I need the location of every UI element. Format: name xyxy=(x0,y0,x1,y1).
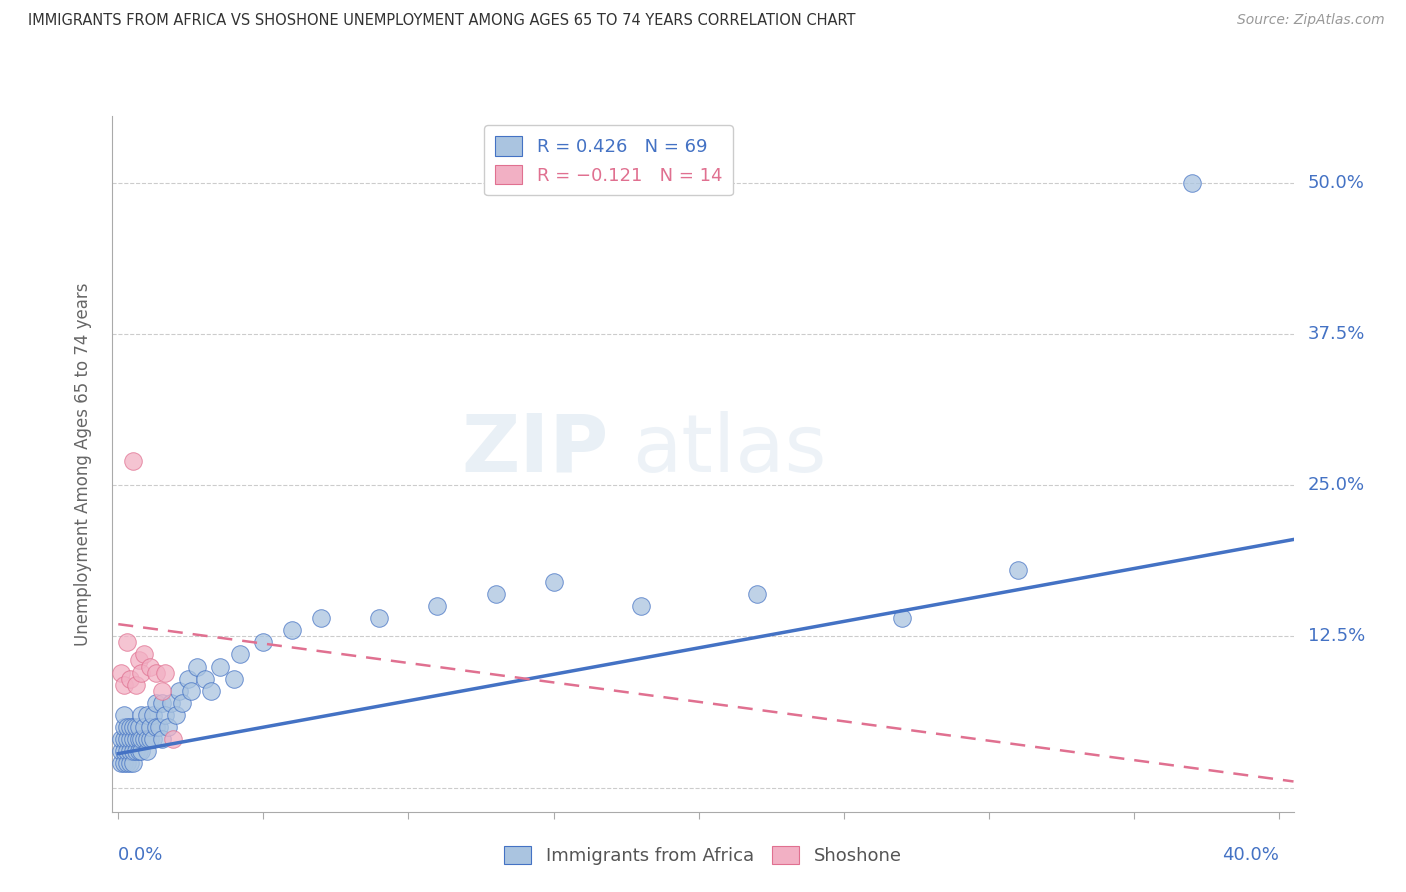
Point xyxy=(890,611,912,625)
Point xyxy=(368,611,391,625)
Point xyxy=(112,720,135,734)
Point xyxy=(118,744,141,758)
Point xyxy=(131,744,153,758)
Point xyxy=(131,707,153,722)
Point xyxy=(128,744,150,758)
Point xyxy=(145,665,167,680)
Point xyxy=(125,720,148,734)
Point xyxy=(121,756,143,771)
Text: ZIP: ZIP xyxy=(461,411,609,489)
Point xyxy=(252,635,274,649)
Point xyxy=(115,732,138,747)
Point xyxy=(112,732,135,747)
Point xyxy=(311,611,333,625)
Point xyxy=(112,744,135,758)
Point xyxy=(139,720,162,734)
Text: atlas: atlas xyxy=(633,411,827,489)
Point xyxy=(150,683,173,698)
Point xyxy=(194,672,217,686)
Point xyxy=(128,732,150,747)
Point xyxy=(229,648,252,662)
Point xyxy=(136,732,159,747)
Point xyxy=(131,732,153,747)
Text: 37.5%: 37.5% xyxy=(1308,325,1365,343)
Point xyxy=(134,720,156,734)
Point xyxy=(630,599,652,613)
Point xyxy=(150,696,173,710)
Point xyxy=(165,707,187,722)
Point xyxy=(224,672,246,686)
Point xyxy=(156,720,179,734)
Point xyxy=(125,678,148,692)
Point xyxy=(136,744,159,758)
Point xyxy=(139,659,162,673)
Text: 12.5%: 12.5% xyxy=(1308,627,1365,645)
Point xyxy=(142,707,165,722)
Point xyxy=(121,744,143,758)
Point xyxy=(145,696,167,710)
Point xyxy=(142,732,165,747)
Point xyxy=(125,744,148,758)
Point xyxy=(112,707,135,722)
Point xyxy=(112,756,135,771)
Point xyxy=(121,732,143,747)
Point xyxy=(745,587,768,601)
Point xyxy=(172,696,194,710)
Text: 25.0%: 25.0% xyxy=(1308,476,1365,494)
Point xyxy=(159,696,181,710)
Point xyxy=(118,756,141,771)
Point xyxy=(110,756,132,771)
Y-axis label: Unemployment Among Ages 65 to 74 years: Unemployment Among Ages 65 to 74 years xyxy=(73,282,91,646)
Point xyxy=(162,732,184,747)
Point xyxy=(125,732,148,747)
Point xyxy=(1007,563,1029,577)
Point xyxy=(115,756,138,771)
Point xyxy=(180,683,202,698)
Point xyxy=(208,659,231,673)
Point xyxy=(110,665,132,680)
Point xyxy=(128,720,150,734)
Point xyxy=(148,720,170,734)
Text: 40.0%: 40.0% xyxy=(1222,846,1279,863)
Text: IMMIGRANTS FROM AFRICA VS SHOSHONE UNEMPLOYMENT AMONG AGES 65 TO 74 YEARS CORREL: IMMIGRANTS FROM AFRICA VS SHOSHONE UNEMP… xyxy=(28,13,856,29)
Point xyxy=(118,732,141,747)
Point xyxy=(115,720,138,734)
Point xyxy=(121,454,143,468)
Point xyxy=(112,678,135,692)
Point xyxy=(136,707,159,722)
Text: Source: ZipAtlas.com: Source: ZipAtlas.com xyxy=(1237,13,1385,28)
Point xyxy=(118,720,141,734)
Point xyxy=(139,732,162,747)
Point xyxy=(118,672,141,686)
Point xyxy=(134,732,156,747)
Point xyxy=(150,732,173,747)
Point xyxy=(153,665,176,680)
Point xyxy=(134,648,156,662)
Text: 50.0%: 50.0% xyxy=(1308,174,1365,192)
Text: 0.0%: 0.0% xyxy=(118,846,163,863)
Point xyxy=(543,574,565,589)
Point xyxy=(131,665,153,680)
Legend: Immigrants from Africa, Shoshone: Immigrants from Africa, Shoshone xyxy=(498,838,908,872)
Point xyxy=(145,720,167,734)
Point xyxy=(115,744,138,758)
Point xyxy=(110,732,132,747)
Point xyxy=(1181,176,1204,190)
Point xyxy=(128,653,150,667)
Point xyxy=(110,744,132,758)
Point xyxy=(186,659,208,673)
Point xyxy=(167,683,190,698)
Point xyxy=(484,587,506,601)
Point xyxy=(200,683,222,698)
Point xyxy=(121,720,143,734)
Point xyxy=(115,635,138,649)
Point xyxy=(153,707,176,722)
Point xyxy=(281,624,304,638)
Point xyxy=(426,599,449,613)
Point xyxy=(177,672,200,686)
